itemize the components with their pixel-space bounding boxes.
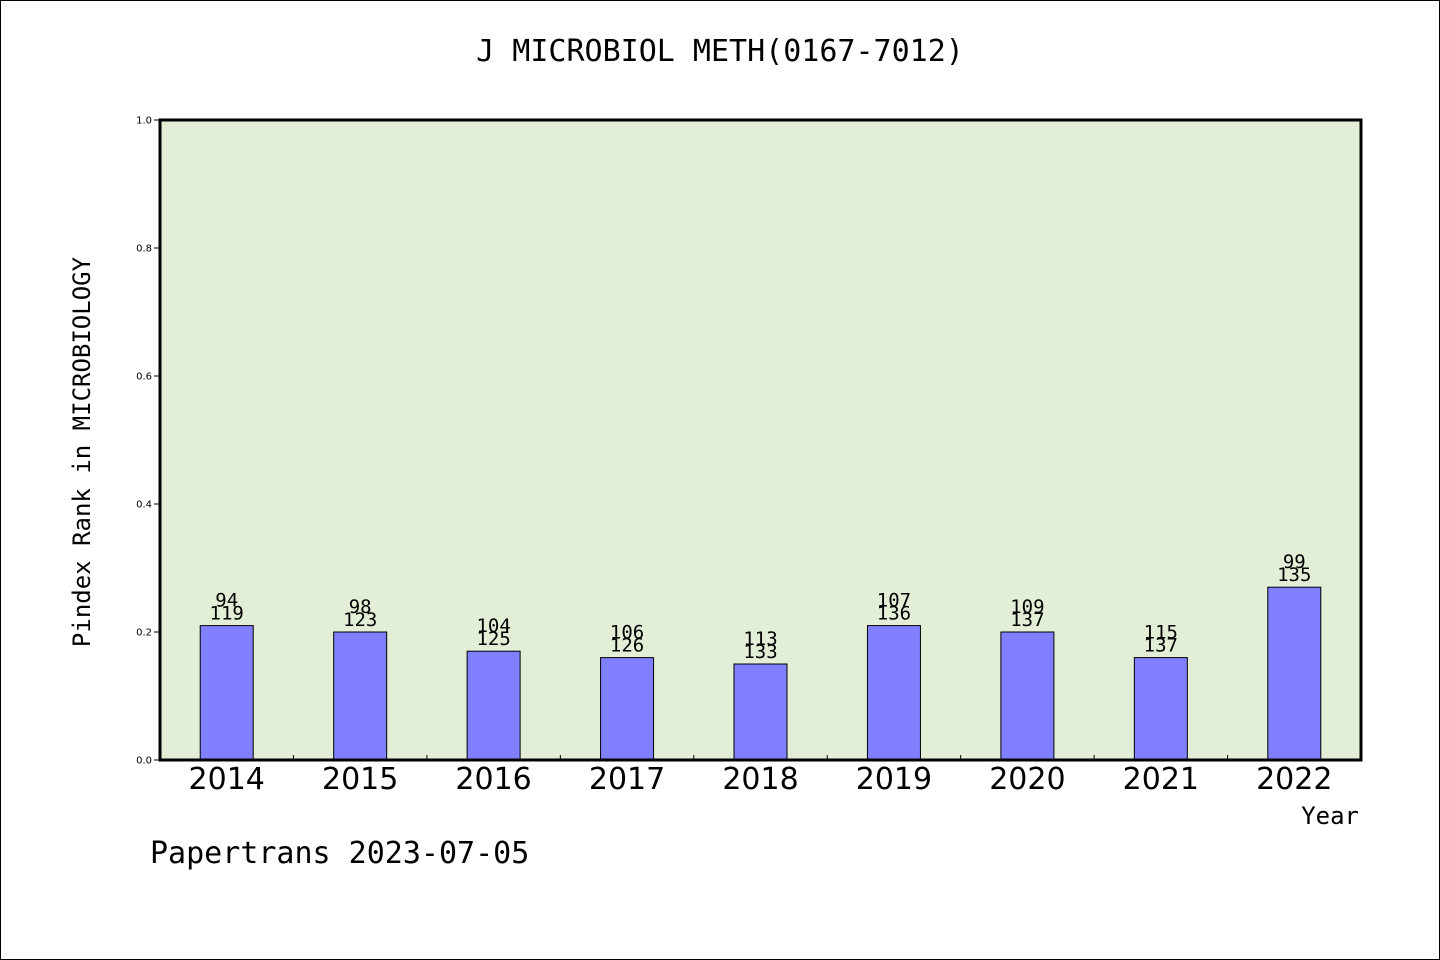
x-tick-label: 2019 bbox=[856, 762, 932, 797]
bar-label-bottom: 125 bbox=[476, 628, 510, 650]
bar-label-top: 104 bbox=[476, 615, 510, 637]
bar-label-top: 107 bbox=[877, 590, 911, 612]
bar-label-bottom: 135 bbox=[1277, 564, 1311, 586]
bar-label-bottom: 137 bbox=[1010, 609, 1044, 631]
bar bbox=[1000, 631, 1055, 761]
bar-label-top: 115 bbox=[1144, 622, 1178, 644]
y-tick-label: 0.8 bbox=[136, 244, 152, 255]
bar bbox=[199, 625, 254, 761]
bar-label-top: 94 bbox=[215, 590, 238, 612]
x-tick-label: 2017 bbox=[589, 762, 665, 797]
bar bbox=[733, 663, 788, 761]
x-tick-label: 2015 bbox=[322, 762, 398, 797]
bar bbox=[1267, 586, 1322, 761]
y-tick-label: 0.4 bbox=[136, 500, 152, 511]
bar-label-bottom: 123 bbox=[343, 609, 377, 631]
bar-label-top: 106 bbox=[610, 622, 644, 644]
x-axis-label: Year bbox=[1301, 802, 1359, 830]
x-tick-label: 2021 bbox=[1123, 762, 1199, 797]
bar-label-bottom: 126 bbox=[610, 635, 644, 657]
bar-label-bottom: 133 bbox=[743, 641, 777, 663]
bar bbox=[466, 650, 521, 761]
chart-title: J MICROBIOL METH(0167-7012) bbox=[476, 34, 964, 69]
x-tick-label: 2022 bbox=[1256, 762, 1332, 797]
x-tick-label: 2016 bbox=[455, 762, 531, 797]
x-tick-label: 2018 bbox=[722, 762, 798, 797]
y-tick-label: 0.2 bbox=[136, 628, 152, 639]
plot-border bbox=[158, 118, 1363, 762]
bar-label-top: 98 bbox=[349, 596, 372, 618]
bar-label-top: 113 bbox=[743, 628, 777, 650]
bar-label-top: 109 bbox=[1010, 596, 1044, 618]
bar-label-bottom: 137 bbox=[1144, 635, 1178, 657]
bar bbox=[866, 625, 921, 761]
x-tick-label: 2020 bbox=[989, 762, 1065, 797]
bar bbox=[600, 657, 655, 761]
bar-label-top: 99 bbox=[1283, 551, 1306, 573]
bar bbox=[333, 631, 388, 761]
bar bbox=[1133, 657, 1188, 761]
y-tick-label: 1.0 bbox=[136, 116, 152, 127]
footer-watermark: Papertrans 2023-07-05 bbox=[150, 836, 530, 871]
bar-label-bottom: 136 bbox=[877, 603, 911, 625]
bar-label-bottom: 119 bbox=[210, 603, 244, 625]
y-tick-label: 0.0 bbox=[136, 756, 152, 767]
y-tick-label: 0.6 bbox=[136, 372, 152, 383]
x-tick-label: 2014 bbox=[189, 762, 265, 797]
